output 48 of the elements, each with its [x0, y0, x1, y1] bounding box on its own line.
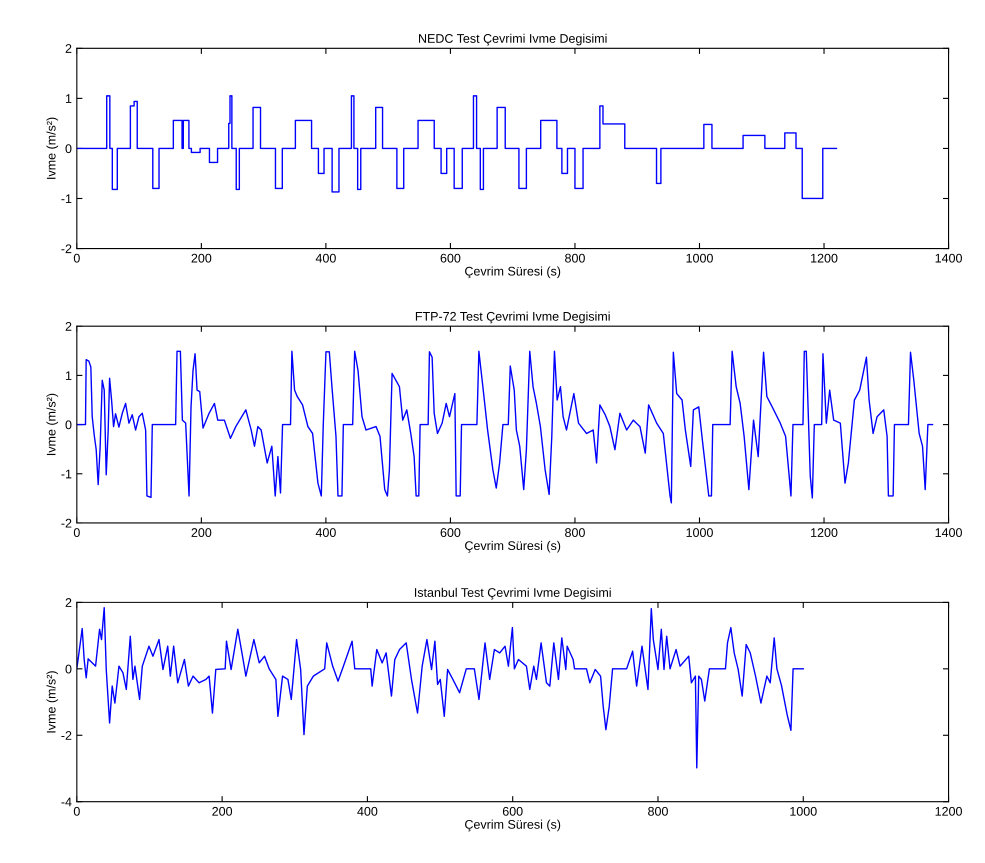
x-tick-label: 200	[212, 806, 232, 816]
x-tick-label: 400	[316, 528, 336, 538]
y-tick-label: -1	[61, 194, 72, 204]
chart-title: Istanbul Test Çevrimi Ivme Degisimi	[414, 588, 611, 600]
x-tick-label: 1400	[936, 528, 962, 538]
x-tick-label: 200	[192, 254, 212, 263]
y-axis-title: Ivme (m/s²)	[46, 671, 58, 732]
line-series	[76, 350, 934, 504]
x-tick-label: 400	[357, 806, 378, 816]
y-axis-title: Ivme (m/s²)	[46, 394, 58, 456]
x-tick-label: 0	[74, 254, 80, 263]
x-tick-label: 600	[440, 254, 460, 263]
x-tick-label: 1200	[811, 528, 838, 538]
x-tick-label: 800	[565, 528, 585, 538]
x-tick-label: 1200	[936, 806, 962, 816]
x-axis-title: Çevrim Süresi (s)	[465, 266, 560, 278]
y-tick-label: -4	[61, 798, 72, 806]
x-tick-label: 1000	[790, 806, 817, 816]
chart-title: FTP-72 Test Çevrimi Ivme Degisimi	[416, 312, 610, 324]
line-series	[76, 606, 804, 769]
y-tick-label: 0	[66, 664, 72, 674]
chart-title: NEDC Test Çevrimi Ivme Degisimi	[419, 34, 607, 46]
x-tick-label: 600	[440, 528, 460, 538]
x-tick-label: 1200	[811, 254, 838, 263]
y-axis-title: Ivme (m/s²)	[46, 118, 58, 179]
x-tick-label: 200	[192, 528, 212, 538]
x-tick-label: 0	[74, 528, 80, 538]
y-tick-label: 1	[66, 371, 72, 380]
x-tick-label: 600	[502, 806, 523, 816]
x-tick-label: 0	[74, 806, 80, 816]
x-axis-title: Çevrim Süresi (s)	[465, 540, 560, 553]
y-tick-label: 2	[66, 322, 72, 331]
y-tick-label: -2	[61, 518, 72, 528]
y-tick-label: -2	[61, 244, 72, 254]
y-tick-label: 0	[66, 144, 72, 154]
x-tick-label: 1000	[686, 528, 713, 538]
y-tick-label: -2	[61, 731, 72, 740]
x-tick-label: 1000	[686, 254, 713, 263]
y-tick-label: 0	[66, 420, 72, 430]
x-tick-label: 400	[316, 254, 336, 263]
y-tick-label: -1	[61, 470, 72, 478]
y-tick-label: 2	[66, 44, 72, 53]
x-axis-title: Çevrim Süresi (s)	[465, 820, 560, 832]
x-tick-label: 800	[648, 806, 668, 816]
x-tick-label: 1400	[936, 254, 962, 263]
y-tick-label: 1	[66, 94, 72, 103]
x-tick-label: 800	[565, 254, 585, 263]
y-tick-label: 2	[66, 598, 72, 607]
